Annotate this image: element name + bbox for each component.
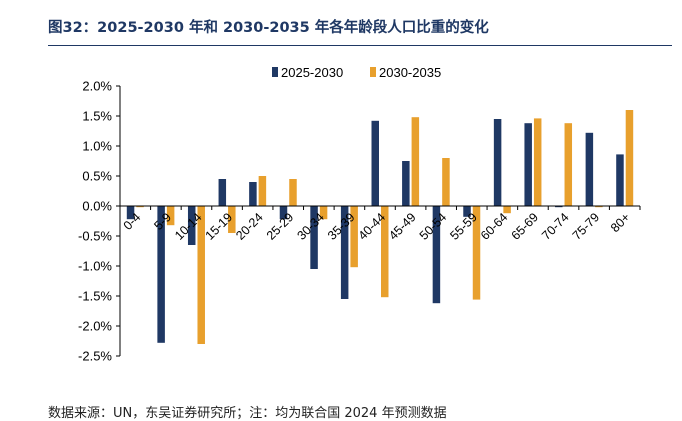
y-tick-label: 1.5% <box>82 109 112 124</box>
bar-2 <box>228 206 236 233</box>
bar-1 <box>493 119 502 206</box>
bar-2 <box>166 206 175 226</box>
y-tick-label: 0.5% <box>82 169 112 184</box>
y-tick-label: 0.0% <box>82 199 112 214</box>
source-note: 数据来源：UN，东吴证券研究所；注：均为联合国 2024 年预测数据 <box>48 406 447 421</box>
bar-1 <box>432 206 441 304</box>
bar-2 <box>258 176 267 206</box>
bar-2 <box>503 206 511 214</box>
bars <box>126 110 634 344</box>
y-tick-label: 1.0% <box>82 139 112 154</box>
bar-2 <box>136 206 144 208</box>
x-tick-label: 0-4 <box>121 210 144 233</box>
bar-1 <box>126 206 135 220</box>
x-tick-label: 60-64 <box>478 210 511 243</box>
title-divider <box>48 45 672 46</box>
bar-1 <box>616 154 624 206</box>
bar-2 <box>350 206 358 268</box>
legend-label-1: 2025-2030 <box>281 65 343 80</box>
bar-2 <box>442 158 450 206</box>
bar-2 <box>595 206 603 208</box>
x-tick-label: 45-49 <box>386 210 419 243</box>
bar-1 <box>524 123 532 206</box>
bar-2 <box>381 206 389 298</box>
bar-2 <box>533 118 542 206</box>
legend: 2025-2030 2030-2035 <box>272 65 441 80</box>
bar-1 <box>218 179 227 206</box>
y-tick-label: -2.0% <box>78 319 112 334</box>
x-tick-label: 65-69 <box>509 210 542 243</box>
bar-2 <box>625 110 634 206</box>
bar-1 <box>157 206 165 343</box>
bar-1 <box>555 206 563 208</box>
y-tick-label: -1.0% <box>78 259 112 274</box>
bar-1 <box>249 182 257 206</box>
bar-chart: 2025-2030 2030-2035 2.0% 1.5% 1.0% 0.5% 0.0% -… <box>78 65 641 364</box>
bar-2 <box>197 206 205 344</box>
y-tick-label: -0.5% <box>78 229 112 244</box>
y-tick-label: 2.0% <box>82 79 112 94</box>
bar-1 <box>187 206 196 245</box>
y-tick-label: -1.5% <box>78 289 112 304</box>
x-tick-label: 70-74 <box>539 210 572 243</box>
bar-1 <box>402 161 410 206</box>
bar-2 <box>289 179 297 206</box>
bar-1 <box>279 206 288 220</box>
x-tick-label: 80+ <box>608 210 633 235</box>
bar-1 <box>585 132 594 206</box>
legend-swatch-2 <box>370 67 376 77</box>
bar-1 <box>340 206 349 299</box>
y-tick-label: -2.5% <box>78 349 112 364</box>
bar-2 <box>564 123 573 206</box>
legend-swatch-1 <box>272 67 278 77</box>
bar-2 <box>319 206 328 220</box>
bar-2 <box>411 117 420 206</box>
y-axis: 2.0% 1.5% 1.0% 0.5% 0.0% -0.5% -1.0% -1.5% -2.0%… <box>78 79 121 364</box>
chart-title: 图32：2025-2030 年和 2030-2035 年各年龄段人口比重的变化 <box>48 20 489 36</box>
bar-1 <box>310 206 318 269</box>
x-tick-label: 20-24 <box>233 210 266 243</box>
legend-label-2: 2030-2035 <box>379 65 441 80</box>
x-tick-label: 75-79 <box>570 210 603 243</box>
bar-1 <box>371 120 379 206</box>
bar-2 <box>472 206 481 300</box>
bar-1 <box>463 206 471 217</box>
